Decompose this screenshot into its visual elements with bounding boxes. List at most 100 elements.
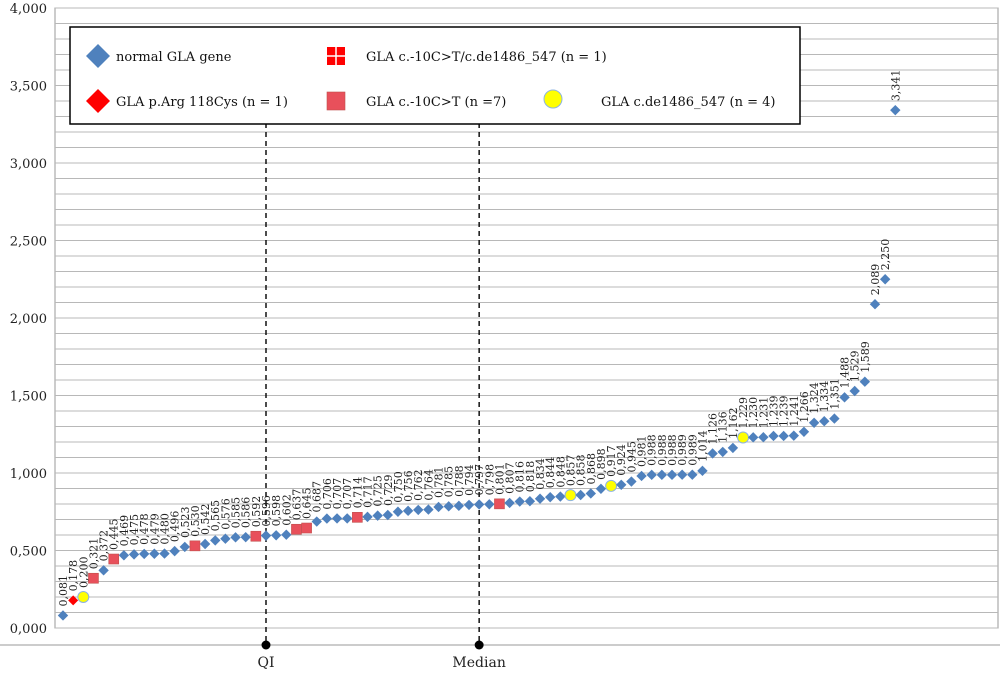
data-point	[463, 499, 475, 511]
data-label: 1,229	[737, 397, 750, 429]
data-point	[250, 530, 262, 542]
data-label: 0,797	[473, 464, 486, 496]
data-point	[676, 469, 688, 480]
data-point	[859, 376, 871, 387]
data-point	[727, 442, 739, 454]
data-point	[798, 426, 810, 437]
data-label: 0,788	[453, 465, 466, 497]
data-point	[88, 572, 99, 584]
data-point	[362, 511, 373, 523]
legend-marker	[543, 89, 563, 109]
data-point	[433, 501, 444, 513]
data-point	[636, 470, 647, 482]
y-tick-label: 1,000	[10, 467, 47, 482]
data-point	[656, 469, 668, 481]
data-label: 0,750	[392, 471, 405, 503]
data-point	[839, 392, 850, 403]
data-point	[504, 497, 515, 509]
legend-box	[69, 26, 801, 125]
data-point	[819, 416, 830, 427]
data-label: 1,241	[788, 395, 801, 427]
data-point	[849, 385, 860, 397]
data-point	[717, 446, 728, 458]
data-label: 0,988	[656, 434, 669, 466]
data-label: 0,868	[585, 453, 598, 485]
data-label: 0,834	[534, 458, 547, 490]
legend-marker	[326, 91, 346, 111]
data-label: 1,162	[727, 407, 740, 439]
data-point	[301, 522, 312, 534]
data-point	[77, 591, 90, 603]
data-label: 0,981	[636, 435, 649, 467]
data-point	[666, 469, 678, 481]
data-label: 0,478	[138, 513, 151, 545]
data-point	[707, 448, 718, 459]
data-label: 0,081	[57, 575, 70, 607]
data-label: 0,818	[524, 461, 537, 493]
data-label: 0,707	[331, 478, 344, 510]
y-tick-label: 0,000	[10, 622, 47, 637]
data-label: 0,707	[341, 478, 354, 510]
data-label: 0,898	[595, 448, 608, 480]
data-point	[230, 532, 241, 543]
legend-label: GLA c.-10C>T/c.de1486_547 (n = 1)	[366, 50, 607, 65]
data-point	[331, 513, 343, 524]
data-label: 0,469	[118, 515, 131, 547]
data-point	[748, 432, 759, 443]
data-point	[575, 489, 586, 501]
data-point	[869, 299, 881, 310]
marker-dot	[261, 640, 271, 650]
data-label: 1,239	[778, 395, 791, 427]
data-point	[260, 530, 272, 541]
data-point	[585, 488, 596, 499]
data-point	[240, 531, 251, 543]
data-point	[342, 513, 353, 524]
data-label: 0,857	[565, 455, 578, 487]
data-label: 0,816	[514, 461, 527, 493]
data-point	[321, 513, 333, 524]
data-point	[484, 499, 495, 510]
data-label: 0,762	[412, 469, 425, 501]
data-label: 0,530	[189, 505, 202, 537]
data-label: 0,687	[311, 481, 324, 513]
marker-label: Median	[452, 655, 505, 671]
data-point	[270, 530, 282, 541]
data-label: 0,585	[230, 497, 243, 529]
marker-label: QI	[257, 655, 274, 671]
data-point	[616, 479, 627, 490]
data-label: 0,576	[219, 498, 232, 530]
data-point	[423, 504, 434, 515]
marker-dot	[474, 640, 484, 650]
data-point	[473, 499, 485, 510]
data-point	[382, 509, 393, 521]
data-point	[808, 417, 820, 428]
data-label: 1,351	[828, 378, 841, 410]
data-point	[57, 610, 69, 621]
data-label: 0,592	[250, 496, 263, 528]
data-label: 0,200	[77, 557, 90, 589]
data-label: 0,848	[554, 456, 567, 488]
y-tick-label: 2,500	[10, 235, 47, 250]
y-tick-label: 2,000	[10, 312, 47, 327]
data-point	[453, 500, 465, 512]
data-label: 0,844	[544, 457, 557, 489]
data-label: 0,178	[67, 560, 80, 592]
quantile-markers: QI Median	[257, 42, 506, 671]
data-point	[697, 465, 708, 477]
y-tick-label: 3,500	[10, 80, 47, 95]
data-label: 1,266	[798, 391, 811, 423]
data-point	[402, 505, 414, 517]
data-label: 0,479	[148, 513, 161, 545]
data-label: 1,488	[839, 357, 852, 389]
data-point	[564, 489, 577, 502]
legend-label: normal GLA gene	[116, 50, 232, 65]
data-point	[524, 496, 536, 507]
data-label: 0,480	[159, 513, 172, 545]
data-label: 0,917	[605, 445, 618, 477]
data-label: 0,523	[179, 506, 192, 538]
data-point	[829, 413, 840, 424]
data-point	[890, 104, 901, 116]
data-label: 0,785	[443, 466, 456, 498]
data-label: 0,801	[493, 463, 506, 495]
